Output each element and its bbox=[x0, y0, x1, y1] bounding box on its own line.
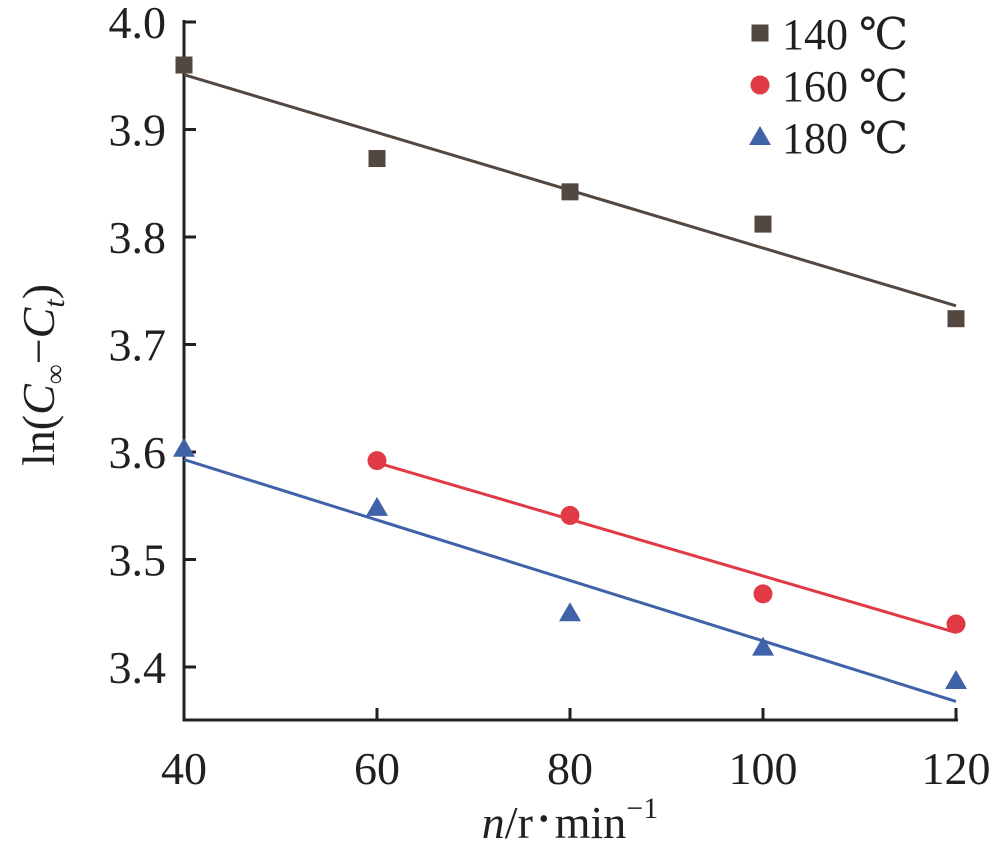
y-axis-title: ln(C∞−Ct) bbox=[13, 284, 71, 466]
legend-label: 140 ℃ bbox=[782, 10, 908, 59]
data-point bbox=[175, 56, 193, 74]
data-points bbox=[173, 56, 967, 689]
data-point bbox=[753, 584, 773, 604]
legend-marker bbox=[750, 75, 770, 95]
x-axis-title: n/r • min−1 bbox=[482, 792, 658, 844]
data-point bbox=[366, 496, 388, 516]
data-point bbox=[947, 310, 965, 328]
legend-label: 180 ℃ bbox=[782, 114, 908, 163]
legend-label: 160 ℃ bbox=[782, 62, 908, 111]
y-tick-label: 3.6 bbox=[109, 427, 167, 478]
data-point bbox=[559, 602, 581, 622]
y-tick-label: 3.7 bbox=[109, 320, 167, 371]
x-tick-label: 80 bbox=[547, 743, 593, 794]
x-tick-label: 100 bbox=[729, 743, 798, 794]
data-point bbox=[367, 451, 387, 471]
x-tick-label: 60 bbox=[354, 743, 400, 794]
data-point bbox=[561, 183, 579, 201]
x-tick-label: 120 bbox=[922, 743, 991, 794]
data-point bbox=[946, 614, 966, 634]
tick-labels: 40 60 80 100 120 3.4 3.5 3.6 3.7 3.8 3.9 4.0 bbox=[109, 0, 991, 794]
y-tick-label: 3.5 bbox=[109, 535, 167, 586]
data-point bbox=[173, 437, 195, 457]
data-point bbox=[945, 669, 967, 689]
fit-line bbox=[376, 461, 957, 635]
axes bbox=[182, 20, 958, 722]
data-point bbox=[752, 636, 774, 656]
data-point bbox=[754, 215, 772, 233]
fit-line bbox=[183, 458, 957, 703]
data-point bbox=[560, 505, 580, 525]
y-tick-label: 3.8 bbox=[109, 212, 167, 263]
x-tick-label: 40 bbox=[161, 743, 207, 794]
legend-marker bbox=[749, 126, 771, 145]
data-point bbox=[368, 150, 386, 168]
legend-marker bbox=[751, 24, 769, 42]
y-tick-label: 3.9 bbox=[109, 105, 167, 156]
y-tick-label: 4.0 bbox=[109, 0, 167, 48]
y-tick-label: 3.4 bbox=[109, 642, 167, 693]
